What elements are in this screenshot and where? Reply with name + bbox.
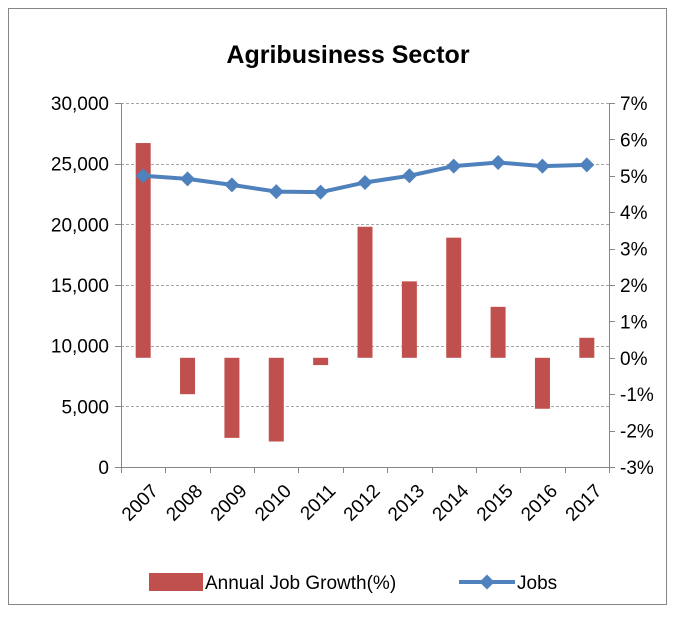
bar-annual-job-growth-2015	[490, 306, 506, 358]
bar-annual-job-growth-2011	[313, 357, 329, 366]
right-tick-label: -1%	[620, 385, 654, 406]
right-tick-label: 7%	[620, 94, 648, 115]
right-tick-label: 2%	[620, 276, 648, 297]
right-tick-label: -2%	[620, 422, 654, 443]
jobs-point-2017	[579, 157, 595, 173]
bar-annual-job-growth-2008	[180, 357, 196, 395]
jobs-point-2013	[401, 168, 417, 184]
bar-annual-job-growth-2009	[224, 357, 240, 438]
jobs-point-2014	[446, 158, 462, 174]
bar-annual-job-growth-2013	[401, 281, 417, 358]
left-tick-label: 20,000	[51, 215, 109, 236]
legend-marker-jobs	[479, 574, 495, 590]
left-tick-label: 25,000	[51, 155, 109, 176]
legend: Annual Job Growth(%) Jobs	[149, 573, 557, 594]
jobs-point-2012	[357, 174, 373, 190]
left-tick-label: 5,000	[61, 397, 109, 418]
bar-annual-job-growth-2012	[357, 226, 373, 358]
jobs-point-2015	[490, 154, 506, 170]
jobs-point-2009	[224, 177, 240, 193]
left-tick-label: 30,000	[51, 94, 109, 115]
legend-swatch-annual-job-growth	[149, 573, 203, 591]
right-tick-label: 4%	[620, 203, 648, 224]
right-tick-label: 0%	[620, 349, 648, 370]
jobs-point-2010	[268, 184, 284, 200]
axes	[115, 103, 615, 473]
right-tick-label: 1%	[620, 312, 648, 333]
right-tick-label: 5%	[620, 167, 648, 188]
jobs-point-2008	[180, 171, 196, 187]
chart-frame	[8, 8, 667, 605]
right-tick-label: 6%	[620, 130, 648, 151]
jobs-point-2007	[135, 168, 151, 184]
left-tick-label: 0	[98, 458, 109, 479]
bar-annual-job-growth-2016	[534, 357, 550, 409]
bar-series	[135, 143, 595, 442]
right-tick-label: 3%	[620, 240, 648, 261]
line-series	[135, 154, 595, 200]
jobs-point-2016	[534, 158, 550, 174]
gridlines	[121, 103, 609, 407]
left-tick-label: 15,000	[51, 276, 109, 297]
left-tick-label: 10,000	[51, 337, 109, 358]
legend-label-jobs: Jobs	[517, 573, 557, 594]
bar-annual-job-growth-2010	[268, 357, 284, 442]
bar-annual-job-growth-2014	[446, 237, 462, 358]
jobs-point-2011	[313, 184, 329, 200]
bar-annual-job-growth-2007	[135, 143, 151, 358]
bar-annual-job-growth-2017	[579, 337, 595, 358]
chart-title: Agribusiness Sector	[226, 41, 469, 69]
right-tick-label: -3%	[620, 458, 654, 479]
legend-label-annual-job-growth: Annual Job Growth(%)	[205, 573, 396, 594]
